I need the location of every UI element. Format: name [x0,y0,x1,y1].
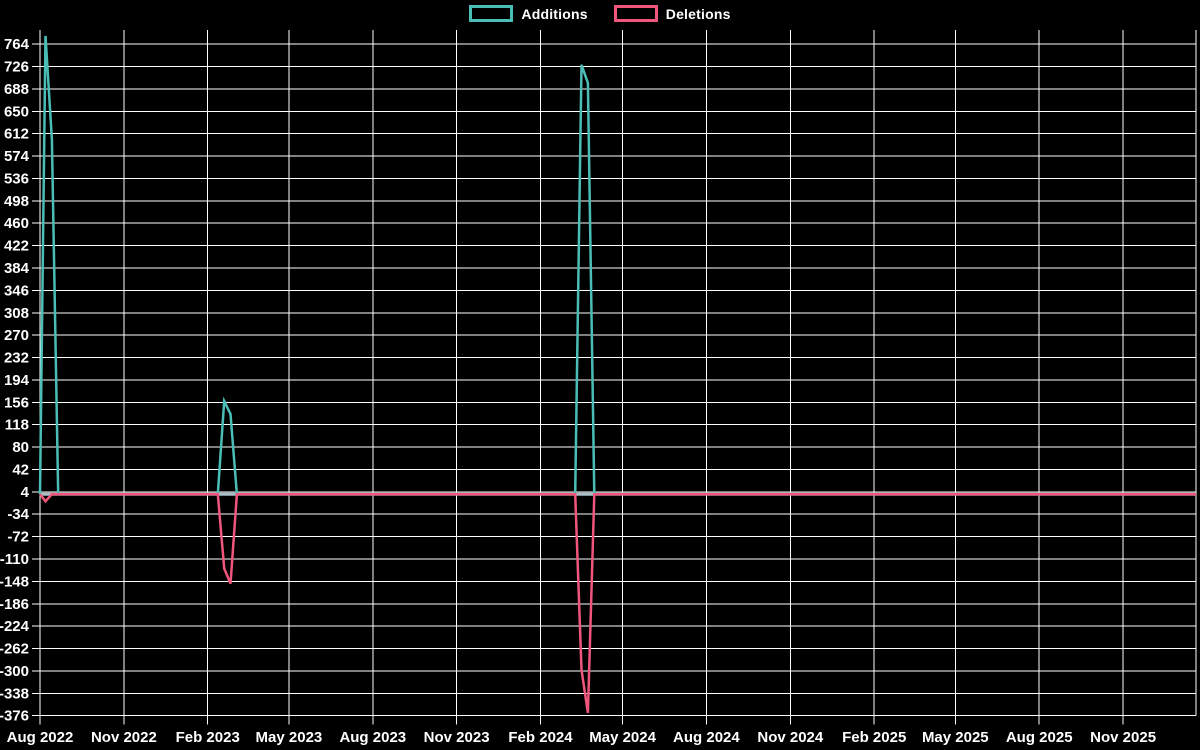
y-axis-tick-label: 118 [5,417,29,434]
y-axis-tick-label: 498 [4,193,29,210]
y-axis-tick-label: 574 [4,148,30,165]
y-axis-tick-label: -34 [7,506,29,523]
chart-legend: Additions Deletions [0,5,1200,22]
x-axis-tick-label: Nov 2022 [91,729,157,746]
y-axis-tick-label: -110 [0,551,29,568]
y-axis-tick-label: -148 [0,573,29,590]
x-axis-tick-label: Aug 2024 [673,729,740,746]
y-axis-tick-label: -338 [0,685,29,702]
y-axis-tick-label: 726 [4,59,29,76]
y-axis-tick-label: -72 [7,529,29,546]
x-axis-tick-label: Nov 2025 [1090,729,1156,746]
x-gridlines-and-labels: Aug 2022 Nov 2022 Feb 2023 May 2023 Aug 2023… [7,30,1197,746]
y-axis-tick-label: -376 [0,708,29,725]
x-axis-tick-label: Nov 2024 [757,729,824,746]
y-axis-tick-label: 536 [4,171,29,188]
series-lines [38,35,1196,713]
x-axis-tick-label: Nov 2023 [424,729,490,746]
y-axis-tick-label: 384 [4,260,30,277]
additions-line [38,35,1196,496]
y-gridlines-and-labels: 764 726 688 650 612 574 536 498 460 422 384 346 308 2… [0,36,1196,725]
deletions-legend-label: Deletions [665,5,731,22]
y-axis-tick-label: -262 [0,641,29,658]
legend-item-deletions[interactable]: Deletions [613,5,731,22]
y-axis-tick-label: 346 [4,282,29,299]
y-axis-tick-label: 688 [4,81,29,98]
y-axis-tick-label: 650 [4,103,29,120]
x-axis-tick-label: May 2023 [256,729,323,746]
y-axis-tick-label: 270 [4,327,29,344]
additions-legend-label: Additions [521,5,588,22]
y-axis-tick-label: 612 [4,126,29,143]
y-axis-tick-label: 194 [4,372,30,389]
y-axis-tick-label: 460 [4,215,29,232]
y-axis-tick-label: 80 [12,439,29,456]
y-axis-tick-label: -186 [0,596,29,613]
deletions-swatch-icon [613,5,658,22]
y-axis-tick-label: -224 [0,618,30,635]
y-axis-tick-label: -300 [0,663,29,680]
y-axis-tick-label: 308 [4,305,29,322]
y-axis-tick-label: 232 [4,350,29,367]
x-axis-tick-label: Aug 2022 [7,729,74,746]
x-axis-tick-label: Aug 2023 [339,729,406,746]
deletions-line [39,492,1196,713]
x-axis-tick-label: Feb 2025 [842,729,906,746]
legend-item-additions[interactable]: Additions [469,5,588,22]
x-axis-tick-label: Feb 2023 [176,729,240,746]
x-axis-tick-label: May 2024 [589,729,656,746]
additions-swatch-icon [469,5,514,22]
y-axis-tick-label: 4 [21,484,30,501]
x-axis-tick-label: Aug 2025 [1006,729,1073,746]
y-axis-tick-label: 156 [4,394,29,411]
x-axis-tick-label: Feb 2024 [508,729,573,746]
x-axis-tick-label: May 2025 [922,729,989,746]
y-axis-tick-label: 422 [4,238,29,255]
y-axis-tick-label: 764 [4,36,30,53]
y-axis-tick-label: 42 [12,462,29,479]
